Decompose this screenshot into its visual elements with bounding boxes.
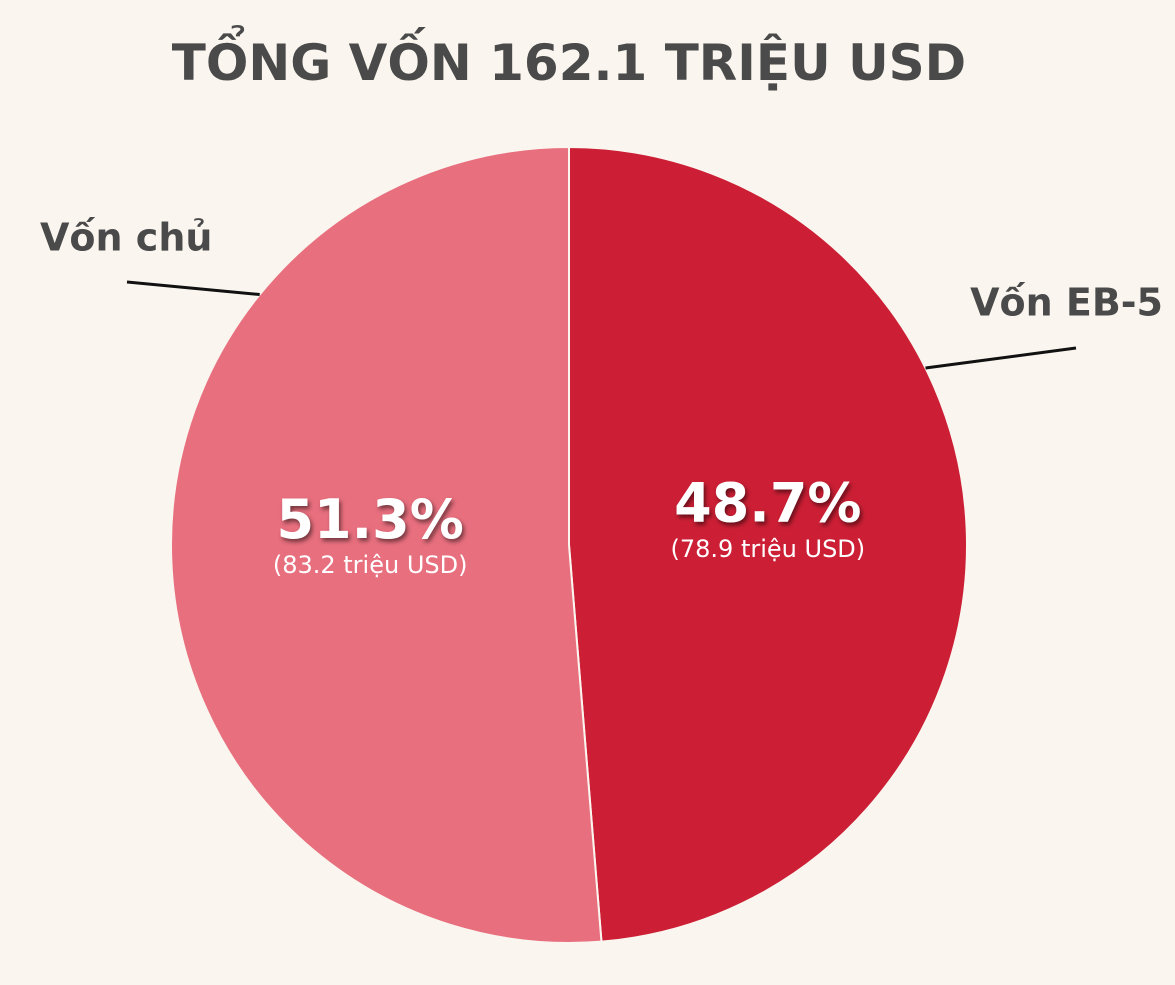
leader-line	[126, 280, 260, 297]
category-label: Vốn chủ	[40, 216, 212, 260]
sub-label: (83.2 triệu USD)	[273, 551, 468, 579]
chart-title: TỔNG VỐN 162.1 TRIỆU USD	[172, 25, 966, 92]
pie-slice	[568, 145, 968, 943]
leader-line	[925, 346, 1077, 370]
pie-slice	[169, 145, 603, 944]
value-label: 51.3%	[276, 488, 463, 551]
category-label: Vốn EB-5	[970, 281, 1163, 325]
sub-label: (78.9 triệu USD)	[671, 535, 866, 563]
value-label: 48.7%	[674, 472, 861, 535]
